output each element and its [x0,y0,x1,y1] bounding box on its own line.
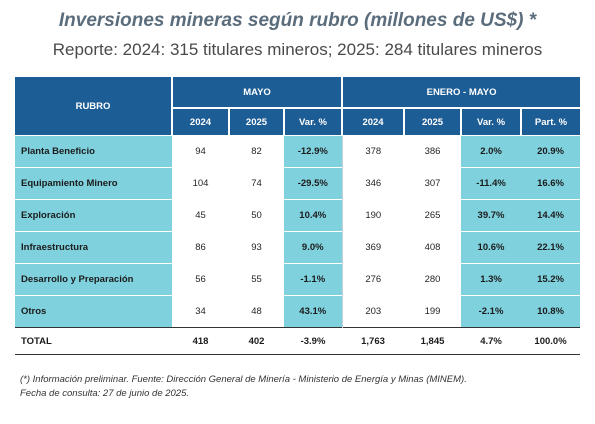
page-subtitle: Reporte: 2024: 315 titulares mineros; 20… [52,40,543,59]
cell-ene-may-var: 10.6% [461,231,522,264]
col-header-mayo-2024: 2024 [171,107,229,136]
cell-part: 22.1% [521,231,581,264]
cell-mayo-2025: 48 [229,295,284,328]
table-row: Desarrollo y Preparación 56 55 -1.1% 276… [15,263,581,296]
row-label: Otros [15,295,172,328]
total-label: TOTAL [15,327,172,355]
col-header-ene-may-2025: 2025 [403,107,462,136]
cell-part: 16.6% [521,167,581,200]
table-row: Exploración 45 50 10.4% 190 265 39.7% 14… [15,199,581,232]
cell-mayo-2024: 34 [172,295,229,328]
cell-mayo-2025: 82 [229,135,284,168]
cell-ene-may-2024: 378 [341,135,405,168]
row-label: Planta Beneficio [15,135,172,168]
cell-ene-may-var: -11.4% [461,167,522,200]
total-mayo-2025: 402 [229,327,284,355]
cell-ene-may-2024: 346 [341,167,405,200]
cell-mayo-var: 43.1% [284,295,343,328]
table-row: Infraestructura 86 93 9.0% 369 408 10.6%… [15,231,581,264]
cell-ene-may-2024: 276 [341,263,405,296]
col-header-ene-may-2024: 2024 [341,107,405,136]
cell-ene-may-var: 2.0% [461,135,522,168]
cell-ene-may-var: 39.7% [461,199,522,232]
footnote-date: Fecha de consulta: 27 de junio de 2025. [20,388,190,399]
cell-ene-may-var: -2.1% [461,295,522,328]
cell-mayo-2025: 74 [229,167,284,200]
cell-mayo-var: -12.9% [284,135,343,168]
row-label: Exploración [15,199,172,232]
table-row: Otros 34 48 43.1% 203 199 -2.1% 10.8% [15,295,581,328]
cell-mayo-2024: 104 [172,167,229,200]
cell-mayo-2024: 94 [172,135,229,168]
total-mayo-var: -3.9% [284,327,343,355]
cell-part: 14.4% [521,199,581,232]
col-header-mayo-var: Var. % [282,107,343,136]
cell-mayo-var: -29.5% [284,167,343,200]
total-part: 100.0% [521,327,581,355]
header-group-enero-mayo: ENERO - MAYO [341,77,581,108]
row-label: Infraestructura [15,231,172,264]
cell-ene-may-2024: 203 [341,295,405,328]
header-group-mayo: MAYO [170,77,343,108]
col-header-ene-may-var: Var. % [460,107,522,136]
cell-part: 10.8% [521,295,581,328]
cell-ene-may-2025: 199 [404,295,462,328]
footnote: (*) Información preliminar. Fuente: Dire… [20,373,580,401]
cell-part: 20.9% [521,135,581,168]
cell-mayo-var: 9.0% [284,231,343,264]
total-ene-may-2024: 1,763 [342,327,405,355]
total-mayo-2024: 418 [172,327,229,355]
cell-ene-may-var: 1.3% [461,263,522,296]
total-ene-may-2025: 1,845 [404,327,462,355]
cell-mayo-var: -1.1% [284,263,343,296]
investment-table: RUBRO MAYO ENERO - MAYO 2024 2025 Var. %… [15,77,581,355]
row-label: Equipamiento Minero [15,167,172,200]
cell-mayo-2024: 86 [172,231,229,264]
header-row-groups: RUBRO MAYO ENERO - MAYO [15,77,581,136]
cell-ene-may-2025: 408 [404,231,462,264]
cell-mayo-2025: 50 [229,199,284,232]
header-rubro: RUBRO [15,77,172,136]
cell-ene-may-2024: 369 [341,231,405,264]
total-ene-may-var: 4.7% [461,327,522,355]
table-row: Equipamiento Minero 104 74 -29.5% 346 30… [15,167,581,200]
cell-mayo-2025: 55 [229,263,284,296]
col-header-mayo-2025: 2025 [228,107,284,136]
footnote-source: (*) Información preliminar. Fuente: Dire… [20,374,467,385]
cell-mayo-2024: 45 [172,199,229,232]
table-row: Planta Beneficio 94 82 -12.9% 378 386 2.… [15,135,581,168]
cell-ene-may-2025: 265 [404,199,462,232]
cell-mayo-2024: 56 [172,263,229,296]
cell-ene-may-2024: 190 [341,199,405,232]
cell-ene-may-2025: 280 [404,263,462,296]
cell-mayo-var: 10.4% [284,199,343,232]
cell-part: 15.2% [521,263,581,296]
col-header-part: Part. % [520,107,581,136]
header-row-columns: 2024 2025 Var. % 2024 2025 Var. % Part. … [15,107,581,136]
cell-ene-may-2025: 307 [404,167,462,200]
cell-mayo-2025: 93 [229,231,284,264]
total-row: TOTAL 418 402 -3.9% 1,763 1,845 4.7% 100… [15,327,581,355]
row-label: Desarrollo y Preparación [15,263,172,296]
cell-ene-may-2025: 386 [404,135,462,168]
page-title: Inversiones mineras según rubro (millone… [58,10,537,31]
